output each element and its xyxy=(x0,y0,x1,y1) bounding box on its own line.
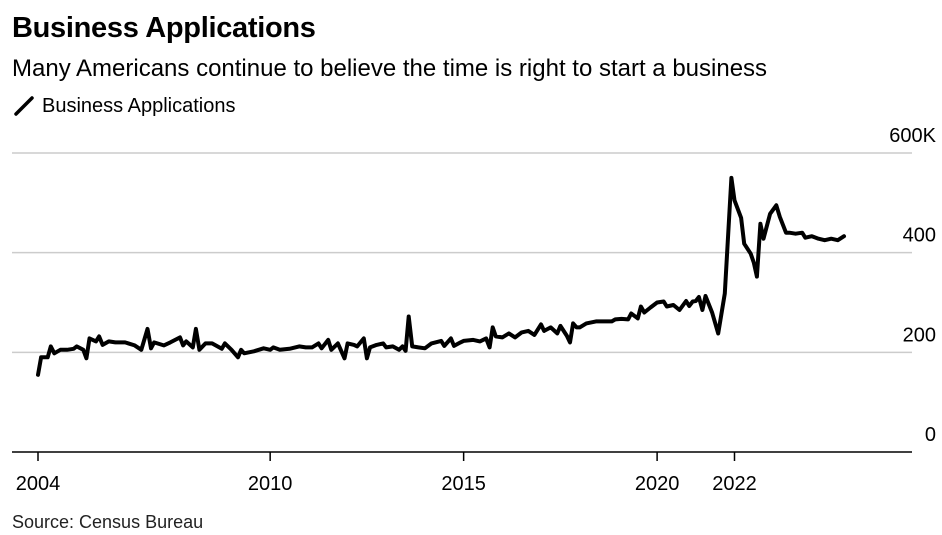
x-tick-label-2022: 2022 xyxy=(712,473,757,495)
x-tick-label-2020: 2020 xyxy=(635,473,680,495)
y-tick-label-400: 400 xyxy=(903,225,936,247)
series-line-0 xyxy=(36,175,846,377)
x-tick-label-2015: 2015 xyxy=(441,473,486,495)
chart-title: Business Applications xyxy=(12,12,316,44)
y-tick-label-200: 200 xyxy=(903,324,936,346)
x-tick-label-2010: 2010 xyxy=(248,473,293,495)
legend-label: Business Applications xyxy=(42,94,236,117)
source-note: Source: Census Bureau xyxy=(12,512,204,532)
y-tick-label-600: 600K xyxy=(889,125,936,147)
legend: Business Applications xyxy=(12,94,235,118)
legend-line-icon xyxy=(14,96,34,116)
chart-subtitle: Many Americans continue to believe the t… xyxy=(12,55,768,82)
x-tick-label-2004: 2004 xyxy=(16,473,61,495)
y-tick-label-0: 0 xyxy=(925,424,936,446)
